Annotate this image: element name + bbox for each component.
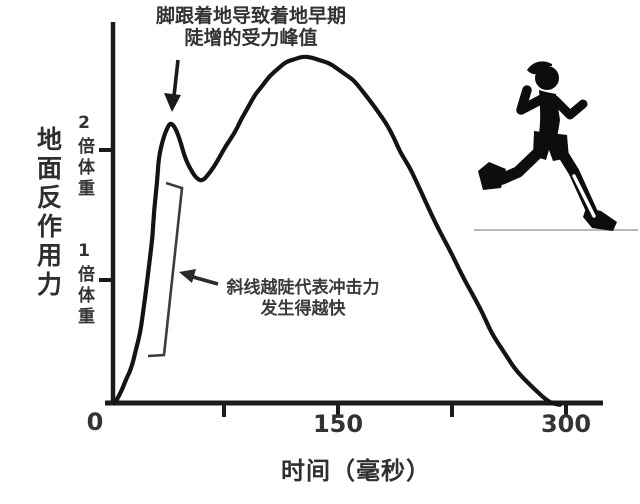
x-tick-label-300: 300 xyxy=(540,410,592,438)
y-axis-title: 地面反作用力 xyxy=(33,126,63,300)
runner-front-arm xyxy=(516,85,549,115)
runner-front-shoe xyxy=(583,208,617,231)
runner-back-shoe xyxy=(478,162,506,190)
axes xyxy=(99,22,603,417)
y-tick-label-1bw: 1倍体重 xyxy=(74,241,95,328)
runner-icon xyxy=(478,61,617,231)
runner-hair xyxy=(527,61,552,75)
runner-back-arm xyxy=(550,95,588,120)
x-axis-title: 时间（毫秒） xyxy=(281,457,431,485)
runner-back-leg xyxy=(496,143,548,185)
annotation-impact-peak: 脚跟着地导致着地早期 陡增的受力峰值 xyxy=(150,5,352,50)
x-tick-label-150: 150 xyxy=(312,410,364,438)
down-arrow-icon xyxy=(164,59,181,112)
annotation-slope-line2: 发生得越快 xyxy=(260,299,346,319)
y-tick-label-2bw: 2倍体重 xyxy=(74,113,95,200)
runner-head xyxy=(535,66,559,90)
y-axis-ticks xyxy=(99,148,113,282)
annotation-impact-line2: 陡增的受力峰值 xyxy=(184,27,318,50)
annotation-slope-line1: 斜线越陡代表冲击力 xyxy=(226,278,380,298)
slope-bracket xyxy=(147,181,184,358)
left-arrow-icon xyxy=(179,269,219,286)
x-axis-ticks xyxy=(222,403,568,417)
runner-shin-highlight xyxy=(572,174,596,218)
x-tick-label-0: 0 xyxy=(86,408,104,436)
annotation-slope: 斜线越陡代表冲击力 发生得越快 xyxy=(222,278,384,320)
annotation-impact-line1: 脚跟着地导致着地早期 xyxy=(155,5,346,27)
grf-curve xyxy=(112,54,562,407)
